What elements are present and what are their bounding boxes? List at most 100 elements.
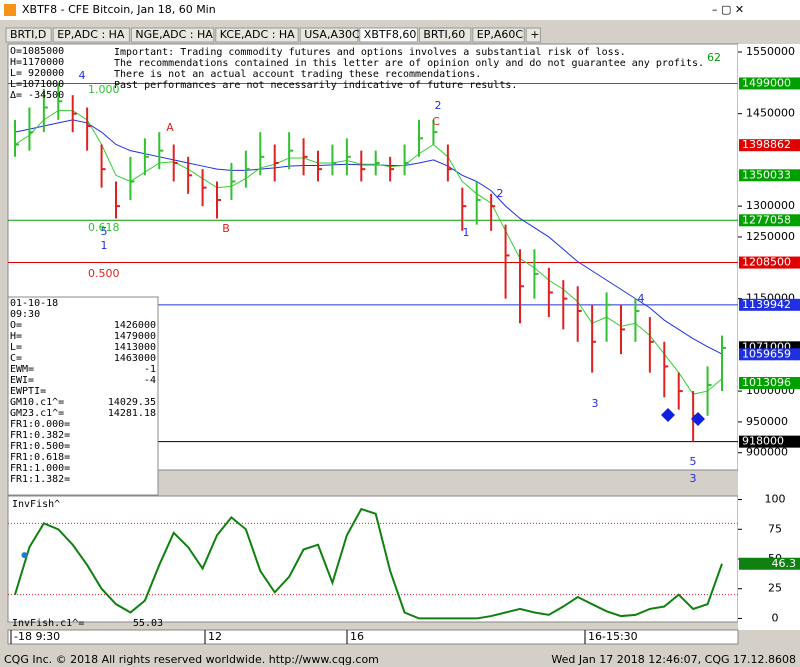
info-key: EWI= bbox=[10, 375, 34, 386]
info-value: 1463000 bbox=[114, 353, 156, 364]
wave-label: 5 bbox=[101, 225, 108, 238]
window-buttons[interactable]: – ▢ ✕ bbox=[712, 3, 744, 16]
counter: 62 bbox=[707, 51, 721, 64]
level-box bbox=[739, 377, 800, 390]
level-box bbox=[739, 435, 800, 448]
tab-label[interactable]: BRTI,D bbox=[10, 28, 46, 41]
title-bar bbox=[0, 0, 800, 20]
tab-label[interactable]: NGE,ADC : HA bbox=[135, 28, 213, 41]
ohlc-line: L=1071000 bbox=[10, 79, 64, 90]
ohlc-line: Δ= -34500 bbox=[10, 90, 64, 101]
diamond-marker bbox=[691, 412, 705, 426]
window-title: XBTF8 - CFE Bitcoin, Jan 18, 60 Min bbox=[22, 3, 216, 16]
level-label: 1013096 bbox=[742, 376, 791, 389]
info-key: FR1:0.000= bbox=[10, 419, 70, 430]
wave-label: 4 bbox=[79, 69, 86, 82]
info-value: -4 bbox=[144, 375, 156, 386]
info-value: 14281.18 bbox=[108, 408, 156, 419]
readout-label: InvFish.c1^= bbox=[12, 618, 84, 629]
indicator-title: InvFish^ bbox=[12, 499, 60, 510]
level-box bbox=[739, 169, 800, 182]
info-value: 14029.35 bbox=[108, 397, 156, 408]
tab-label[interactable]: USA,A30C bbox=[304, 28, 360, 41]
info-value: 1426000 bbox=[114, 320, 156, 331]
tab-label[interactable]: XBTF8,60 bbox=[364, 28, 417, 41]
info-date: 01-10-18 bbox=[10, 298, 58, 309]
indicator-dot bbox=[21, 552, 28, 559]
level-label: 918000 bbox=[742, 435, 784, 448]
fib-label: 1.000 bbox=[88, 83, 120, 96]
info-key: FR1:1.000= bbox=[10, 463, 70, 474]
tab[interactable] bbox=[52, 27, 130, 43]
wave-label: 4 bbox=[638, 292, 645, 305]
level-label: 1139942 bbox=[742, 298, 791, 311]
time-axis bbox=[7, 629, 739, 645]
last-label: 46.3 bbox=[772, 557, 797, 570]
level-box bbox=[739, 139, 800, 152]
y-tick-label: 950000 bbox=[746, 415, 788, 428]
info-value: 1413000 bbox=[114, 342, 156, 353]
diamond-marker bbox=[661, 408, 675, 422]
tab[interactable] bbox=[215, 27, 299, 43]
wave-label: 5 bbox=[690, 455, 697, 468]
tab-label[interactable]: EP,A60C bbox=[477, 28, 524, 41]
info-key: FR1:0.500= bbox=[10, 441, 70, 452]
status-left: CQG Inc. © 2018 All rights reserved worl… bbox=[4, 653, 379, 666]
level-label: 1350033 bbox=[742, 168, 791, 181]
tab[interactable] bbox=[299, 27, 359, 43]
tab-label[interactable]: + bbox=[530, 28, 539, 41]
info-box bbox=[7, 296, 159, 496]
info-key: GM23.c1^= bbox=[10, 408, 64, 419]
y-tick-label: 1550000 bbox=[746, 45, 795, 58]
info-key: FR1:0.382= bbox=[10, 430, 70, 441]
time-label: 16 bbox=[350, 630, 364, 643]
info-key: EWM= bbox=[10, 364, 34, 375]
level-label: 1499000 bbox=[742, 76, 791, 89]
time-label: 16-15:30 bbox=[588, 630, 638, 643]
level-box bbox=[739, 348, 800, 361]
level-box bbox=[739, 214, 800, 227]
status-bar bbox=[0, 652, 800, 667]
tab[interactable] bbox=[5, 27, 52, 43]
wave-label: 1 bbox=[101, 239, 108, 252]
info-key: H= bbox=[10, 331, 22, 342]
y-tick-label: 25 bbox=[768, 582, 782, 595]
tab[interactable] bbox=[418, 27, 472, 43]
y-tick-label: 1450000 bbox=[746, 107, 795, 120]
tab[interactable] bbox=[472, 27, 525, 43]
disclaimer-line: There is not an actual account trading t… bbox=[114, 69, 481, 80]
last-box bbox=[739, 557, 800, 570]
tab-label[interactable]: BRTI,60 bbox=[423, 28, 465, 41]
ohlc-line: O=1085000 bbox=[10, 46, 64, 57]
fib-label: 0.500 bbox=[88, 267, 120, 280]
level-box bbox=[739, 77, 800, 90]
tab[interactable] bbox=[359, 27, 418, 43]
level-label: 1277058 bbox=[742, 213, 791, 226]
time-label: -18 9:30 bbox=[14, 630, 60, 643]
moving-average bbox=[14, 110, 723, 395]
info-key: GM10.c1^= bbox=[10, 397, 64, 408]
app-icon bbox=[4, 4, 16, 16]
y-tick-label: 100 bbox=[765, 493, 786, 506]
fib-label: 0.618 bbox=[88, 221, 120, 234]
indicator-panel bbox=[7, 495, 739, 623]
tab-label[interactable]: KCE,ADC : HA bbox=[220, 28, 295, 41]
wave-label: 2 bbox=[435, 99, 442, 112]
tab[interactable] bbox=[130, 27, 215, 43]
tab-label[interactable]: EP,ADC : HA bbox=[57, 28, 125, 41]
y-tick-label: 900000 bbox=[746, 446, 788, 459]
moving-average bbox=[14, 119, 723, 355]
y-tick-label: 1300000 bbox=[746, 199, 795, 212]
info-key: C= bbox=[10, 353, 22, 364]
indicator-line bbox=[14, 507, 723, 620]
wave-label: A bbox=[166, 121, 174, 134]
disclaimer-line: The recommendations contained in this le… bbox=[114, 58, 704, 69]
tab[interactable] bbox=[525, 27, 541, 43]
status-right: Wed Jan 17 2018 12:46:07, CQG 17.12.8608 bbox=[551, 653, 796, 666]
info-key: L= bbox=[10, 342, 22, 353]
wave-label: 3 bbox=[592, 397, 599, 410]
y-tick-label: 1250000 bbox=[746, 230, 795, 243]
info-key: FR1:0.618= bbox=[10, 452, 70, 463]
